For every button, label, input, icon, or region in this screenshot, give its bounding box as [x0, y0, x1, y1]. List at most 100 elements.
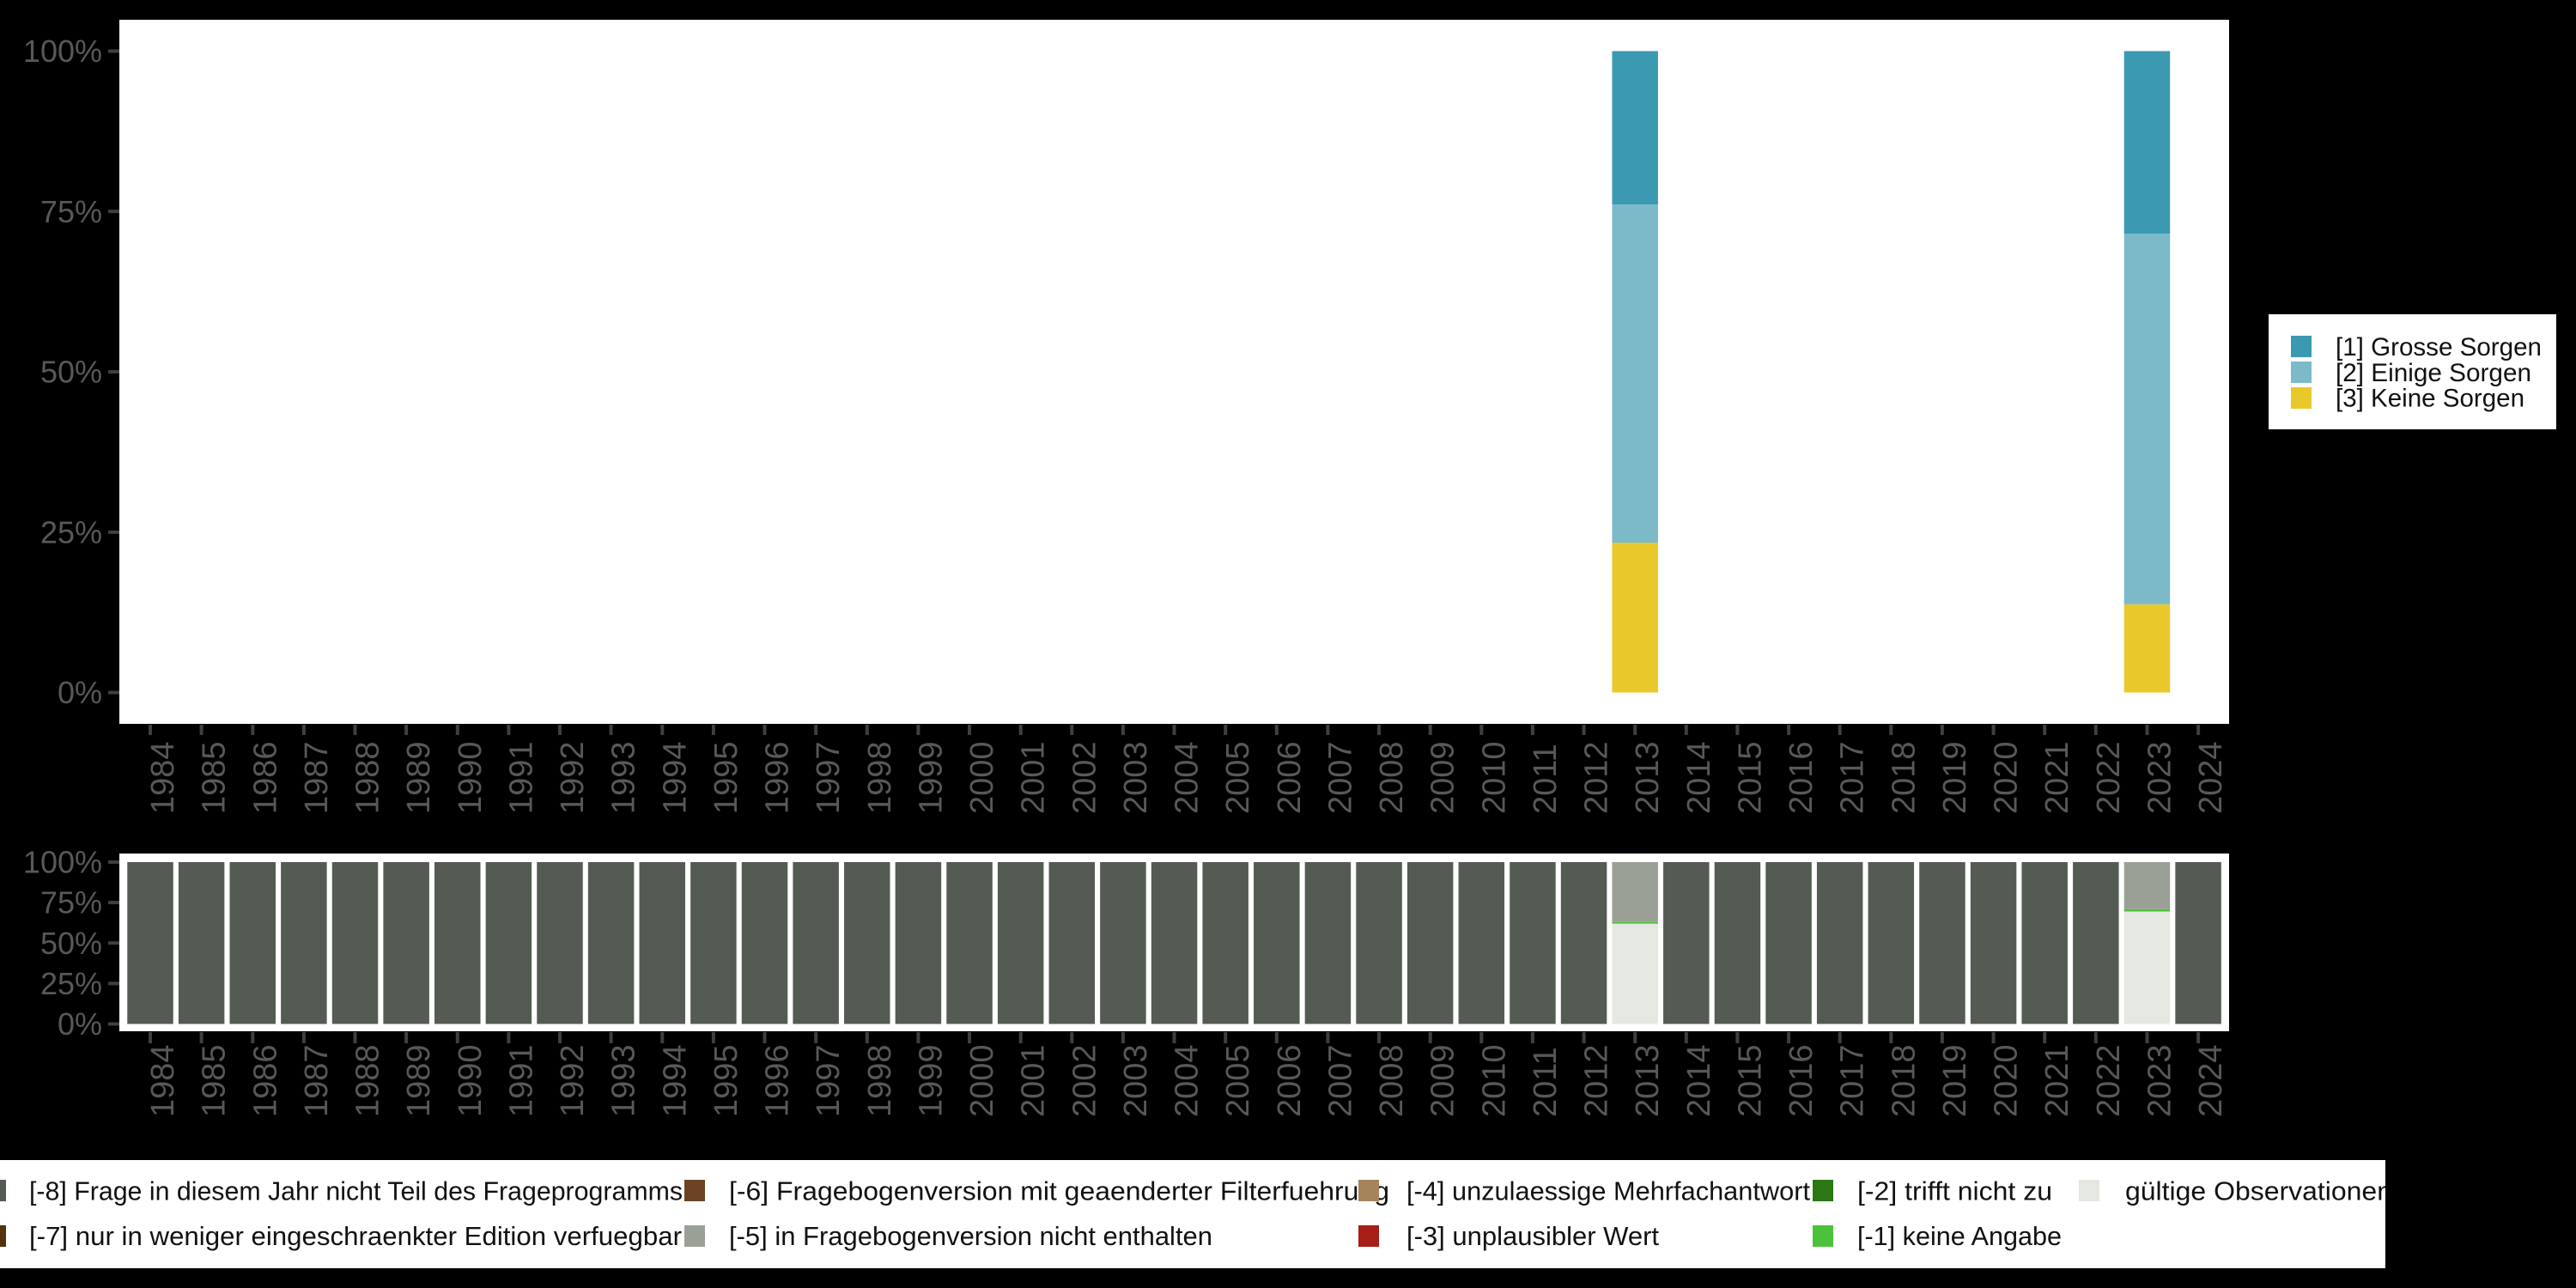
svg-text:1994: 1994 [657, 1044, 693, 1117]
svg-text:2016: 2016 [1783, 1044, 1820, 1117]
svg-text:[-4] unzulaessige Mehrfachantw: [-4] unzulaessige Mehrfachantwort [1406, 1176, 1810, 1206]
svg-text:2005: 2005 [1220, 1044, 1256, 1117]
svg-text:1991: 1991 [503, 741, 539, 814]
svg-text:[2] Einige Sorgen: [2] Einige Sorgen [2336, 359, 2531, 387]
svg-text:2019: 2019 [1937, 1044, 1973, 1117]
svg-text:2014: 2014 [1681, 1044, 1717, 1117]
svg-text:2020: 2020 [1989, 741, 2025, 814]
svg-text:2009: 2009 [1425, 1044, 1461, 1117]
svg-text:1984: 1984 [145, 1044, 181, 1117]
svg-text:1996: 1996 [760, 741, 796, 814]
svg-text:2017: 2017 [1835, 1044, 1871, 1117]
svg-text:1987: 1987 [299, 1044, 335, 1117]
svg-text:2005: 2005 [1220, 741, 1256, 814]
svg-text:2001: 2001 [1016, 741, 1052, 814]
svg-text:2018: 2018 [1886, 1044, 1922, 1117]
svg-text:[-5] in Fragebogenversion nich: [-5] in Fragebogenversion nicht enthalte… [729, 1221, 1212, 1251]
svg-text:2023: 2023 [2142, 741, 2178, 814]
svg-text:2018: 2018 [1886, 741, 1922, 814]
svg-text:2019: 2019 [1937, 741, 1973, 814]
svg-text:1987: 1987 [299, 741, 335, 814]
svg-text:2001: 2001 [1016, 1044, 1052, 1117]
svg-text:1985: 1985 [197, 741, 233, 814]
svg-text:1986: 1986 [247, 741, 283, 814]
svg-text:1997: 1997 [811, 741, 847, 814]
svg-text:1990: 1990 [453, 741, 489, 814]
svg-text:1995: 1995 [708, 1044, 744, 1117]
svg-text:2008: 2008 [1374, 1044, 1410, 1117]
svg-text:1990: 1990 [453, 1044, 489, 1117]
svg-text:2012: 2012 [1579, 1044, 1615, 1117]
svg-text:2010: 2010 [1476, 1044, 1512, 1117]
svg-text:2011: 2011 [1528, 1047, 1564, 1117]
svg-text:100%: 100% [23, 33, 102, 69]
svg-text:2009: 2009 [1425, 741, 1461, 814]
svg-text:2004: 2004 [1170, 1044, 1206, 1117]
svg-text:1986: 1986 [247, 1044, 283, 1117]
svg-text:2015: 2015 [1732, 741, 1768, 814]
svg-text:[-8] Frage in diesem Jahr nich: [-8] Frage in diesem Jahr nicht Teil des… [29, 1176, 683, 1206]
svg-text:2016: 2016 [1783, 741, 1820, 814]
svg-text:25%: 25% [40, 514, 102, 550]
svg-text:2006: 2006 [1272, 1044, 1308, 1117]
svg-text:2008: 2008 [1374, 741, 1410, 814]
svg-text:50%: 50% [40, 355, 102, 390]
svg-text:2006: 2006 [1272, 741, 1308, 814]
svg-text:50%: 50% [40, 926, 102, 961]
svg-text:[-2] trifft nicht zu: [-2] trifft nicht zu [1857, 1176, 2052, 1206]
svg-text:1999: 1999 [913, 741, 949, 814]
svg-text:2007: 2007 [1322, 741, 1358, 814]
svg-text:75%: 75% [40, 194, 102, 229]
svg-text:2002: 2002 [1066, 1044, 1103, 1117]
svg-text:1989: 1989 [401, 1044, 437, 1117]
svg-text:1992: 1992 [555, 741, 591, 814]
svg-text:1998: 1998 [862, 741, 898, 814]
svg-text:[-6] Fragebogenversion mit gea: [-6] Fragebogenversion mit geaenderter F… [729, 1176, 1389, 1206]
svg-text:2011: 2011 [1528, 744, 1564, 814]
svg-text:2004: 2004 [1170, 741, 1206, 814]
svg-text:1988: 1988 [350, 741, 386, 814]
svg-text:2003: 2003 [1118, 1044, 1154, 1117]
svg-text:2015: 2015 [1732, 1044, 1768, 1117]
svg-text:1989: 1989 [401, 741, 437, 814]
svg-text:[3] Keine Sorgen: [3] Keine Sorgen [2336, 385, 2524, 413]
svg-text:1993: 1993 [606, 1044, 642, 1117]
svg-text:1994: 1994 [657, 741, 693, 814]
svg-text:gültige Observationen: gültige Observationen [2125, 1176, 2392, 1206]
svg-text:1998: 1998 [862, 1044, 898, 1117]
svg-text:1997: 1997 [811, 1044, 847, 1117]
svg-text:2003: 2003 [1118, 741, 1154, 814]
svg-text:[-3] unplausibler Wert: [-3] unplausibler Wert [1406, 1221, 1659, 1251]
svg-text:75%: 75% [40, 885, 102, 920]
svg-text:2000: 2000 [964, 1044, 1000, 1117]
svg-text:2002: 2002 [1066, 741, 1103, 814]
svg-text:2013: 2013 [1630, 1044, 1666, 1117]
svg-text:2000: 2000 [964, 741, 1000, 814]
svg-text:2022: 2022 [2091, 741, 2127, 814]
svg-text:2010: 2010 [1476, 741, 1512, 814]
svg-text:2012: 2012 [1579, 741, 1615, 814]
svg-text:1999: 1999 [913, 1044, 949, 1117]
svg-text:1984: 1984 [145, 741, 181, 814]
svg-text:2020: 2020 [1989, 1044, 2025, 1117]
svg-text:[1] Grosse Sorgen: [1] Grosse Sorgen [2336, 333, 2542, 361]
svg-text:2017: 2017 [1835, 741, 1871, 814]
svg-text:2024: 2024 [2193, 1044, 2229, 1117]
svg-text:100%: 100% [23, 845, 102, 880]
svg-text:2014: 2014 [1681, 741, 1717, 814]
svg-text:0%: 0% [58, 675, 102, 710]
svg-text:2007: 2007 [1322, 1044, 1358, 1117]
svg-text:2022: 2022 [2091, 1044, 2127, 1117]
svg-text:2023: 2023 [2142, 1044, 2178, 1117]
svg-text:25%: 25% [40, 966, 102, 1001]
svg-text:0%: 0% [58, 1006, 102, 1042]
svg-text:2024: 2024 [2193, 741, 2229, 814]
svg-text:[-7] nur in weniger eingeschra: [-7] nur in weniger eingeschraenkter Edi… [29, 1221, 682, 1251]
svg-text:1991: 1991 [503, 1044, 539, 1117]
svg-text:2013: 2013 [1630, 741, 1666, 814]
svg-text:[-1] keine Angabe: [-1] keine Angabe [1857, 1221, 2062, 1251]
svg-text:1988: 1988 [350, 1044, 386, 1117]
svg-text:1985: 1985 [197, 1044, 233, 1117]
svg-text:1995: 1995 [708, 741, 744, 814]
svg-text:2021: 2021 [2039, 1044, 2075, 1117]
